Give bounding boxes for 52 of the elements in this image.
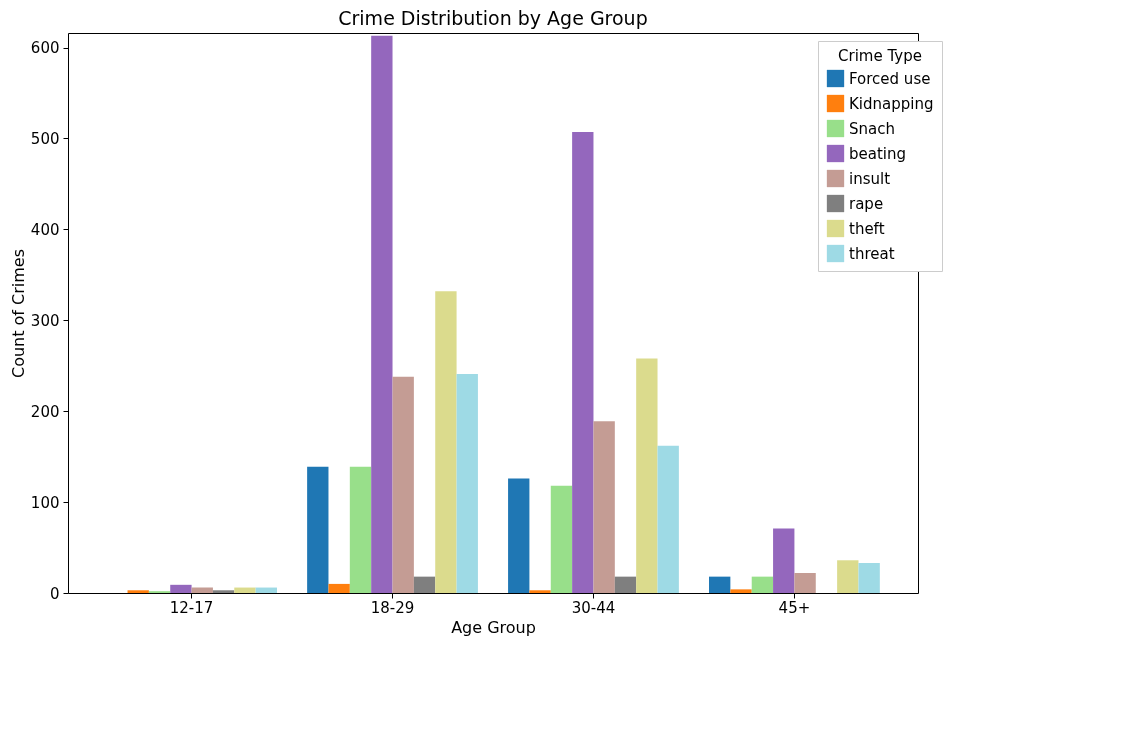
- legend-label: Snach: [849, 119, 895, 138]
- bar: [794, 573, 816, 593]
- bar: [307, 466, 329, 593]
- x-axis-title: Age Group: [451, 617, 536, 637]
- bar: [435, 291, 457, 593]
- y-tick-label: 300: [30, 311, 60, 330]
- bar: [773, 528, 795, 593]
- legend-label: rape: [849, 194, 884, 213]
- bar: [191, 587, 213, 593]
- bar: [858, 563, 880, 593]
- bar: [328, 583, 350, 593]
- legend-label: threat: [849, 244, 895, 263]
- legend-label: insult: [849, 169, 891, 188]
- bar: [709, 576, 731, 593]
- bar: [371, 35, 393, 593]
- y-tick-label: 200: [30, 402, 60, 421]
- bar: [657, 445, 679, 593]
- bar: [349, 466, 372, 593]
- bar: [751, 576, 774, 593]
- legend-label: Forced use: [849, 69, 931, 88]
- bar: [456, 373, 478, 593]
- bar: [636, 358, 658, 593]
- bar: [614, 576, 637, 593]
- bar: [508, 478, 530, 593]
- bar: [593, 421, 615, 593]
- bar: [170, 584, 192, 593]
- bar: [730, 589, 752, 593]
- bar: [234, 587, 256, 593]
- y-tick-label: 400: [30, 220, 60, 239]
- x-tick-label: 18-29: [370, 598, 415, 617]
- legend-label: Kidnapping: [849, 94, 934, 113]
- bar: [212, 590, 235, 593]
- y-tick-label: 500: [30, 129, 60, 148]
- y-tick-label: 100: [30, 493, 60, 512]
- y-tick-label: 0: [49, 584, 60, 603]
- y-tick-label: 600: [30, 39, 60, 58]
- legend-label: theft: [849, 219, 885, 238]
- bar: [572, 132, 594, 593]
- bar: [837, 560, 859, 593]
- x-tick-label: 30-44: [571, 598, 616, 617]
- bar: [529, 590, 551, 593]
- bar: [392, 376, 414, 593]
- x-tick-label: 12-17: [169, 598, 214, 617]
- bar: [550, 485, 573, 593]
- bar: [413, 576, 436, 593]
- legend-title: Crime Type: [838, 47, 922, 65]
- x-tick-label: 45+: [778, 598, 811, 617]
- chart-title: Crime Distribution by Age Group: [338, 7, 648, 29]
- bar: [127, 590, 149, 593]
- legend-label: beating: [849, 144, 907, 163]
- bar: [255, 587, 277, 593]
- y-axis-title: Count of Crimes: [8, 248, 28, 379]
